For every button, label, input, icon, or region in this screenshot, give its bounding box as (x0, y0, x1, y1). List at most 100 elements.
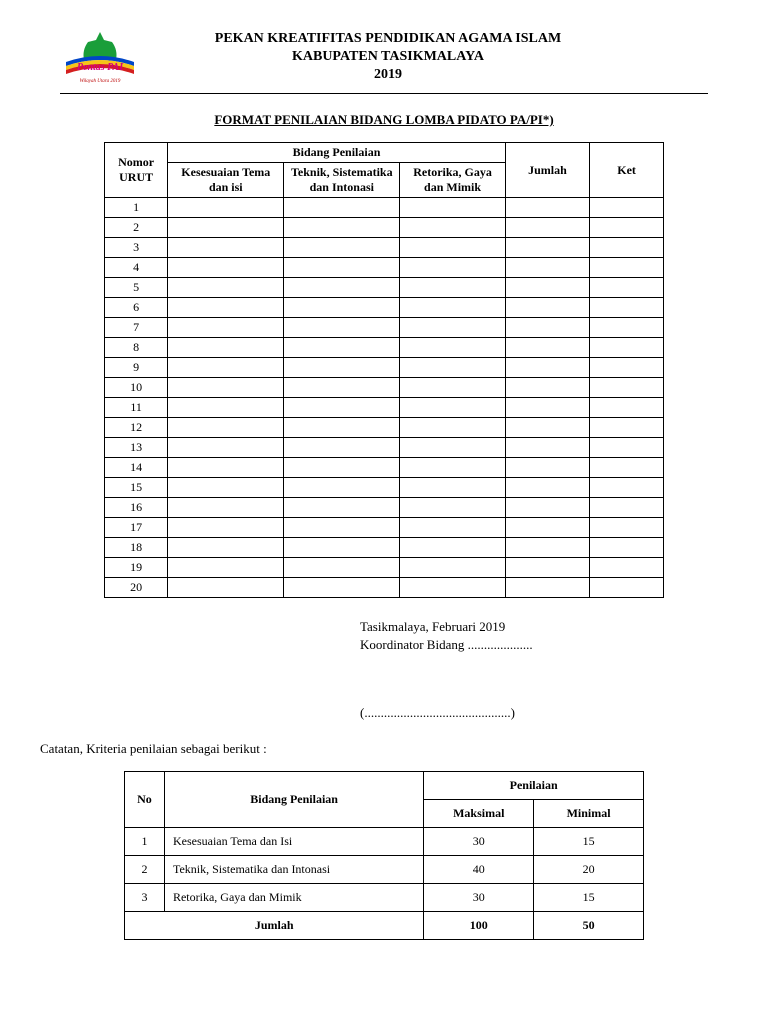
row-number: 6 (105, 298, 168, 318)
row-number: 20 (105, 578, 168, 598)
cell-b (284, 538, 400, 558)
table-row: 4 (105, 258, 664, 278)
cell-ket (590, 418, 664, 438)
row-number: 12 (105, 418, 168, 438)
cell-ket (590, 518, 664, 538)
criteria-no: 1 (125, 827, 165, 855)
cell-a (168, 378, 284, 398)
cell-c (400, 438, 505, 458)
criteria-total-min: 50 (534, 911, 644, 939)
cell-jumlah (505, 478, 589, 498)
cell-ket (590, 258, 664, 278)
cell-c (400, 378, 505, 398)
table-row: 9 (105, 358, 664, 378)
table-row: 20 (105, 578, 664, 598)
row-number: 2 (105, 218, 168, 238)
cell-jumlah (505, 398, 589, 418)
cell-a (168, 318, 284, 338)
cell-ket (590, 318, 664, 338)
cell-b (284, 198, 400, 218)
table-row: 13 (105, 438, 664, 458)
cell-a (168, 478, 284, 498)
cell-c (400, 498, 505, 518)
row-number: 1 (105, 198, 168, 218)
table-row: 6 (105, 298, 664, 318)
table-row: 15 (105, 478, 664, 498)
document-header: Pentas PAI Wilayah Utara 2019 PEKAN KREA… (60, 30, 708, 85)
cell-b (284, 298, 400, 318)
criteria-no: 2 (125, 855, 165, 883)
cell-b (284, 518, 400, 538)
cell-b (284, 418, 400, 438)
criteria-row: 1Kesesuaian Tema dan Isi3015 (125, 827, 644, 855)
row-number: 18 (105, 538, 168, 558)
cell-jumlah (505, 238, 589, 258)
cell-jumlah (505, 318, 589, 338)
cell-c (400, 298, 505, 318)
row-number: 13 (105, 438, 168, 458)
cell-jumlah (505, 218, 589, 238)
cell-jumlah (505, 418, 589, 438)
form-title: FORMAT PENILAIAN BIDANG LOMBA PIDATO PA/… (60, 112, 708, 128)
cell-b (284, 498, 400, 518)
signature-role: Koordinator Bidang .................... (360, 636, 708, 654)
signature-place-date: Tasikmalaya, Februari 2019 (360, 618, 708, 636)
cell-ket (590, 298, 664, 318)
cell-a (168, 218, 284, 238)
cell-c (400, 218, 505, 238)
cell-b (284, 218, 400, 238)
cell-c (400, 338, 505, 358)
table-row: 18 (105, 538, 664, 558)
row-number: 5 (105, 278, 168, 298)
header-line1: PEKAN KREATIFITAS PENDIDIKAN AGAMA ISLAM (148, 30, 628, 48)
cell-a (168, 518, 284, 538)
criteria-row: 3Retorika, Gaya dan Mimik3015 (125, 883, 644, 911)
cell-a (168, 558, 284, 578)
cell-a (168, 578, 284, 598)
cell-ket (590, 218, 664, 238)
cell-a (168, 258, 284, 278)
row-number: 9 (105, 358, 168, 378)
header-line3: 2019 (148, 66, 628, 84)
cell-a (168, 198, 284, 218)
cell-jumlah (505, 558, 589, 578)
cell-ket (590, 198, 664, 218)
cell-a (168, 538, 284, 558)
cell-ket (590, 278, 664, 298)
cell-c (400, 358, 505, 378)
cell-a (168, 338, 284, 358)
col-header-ket: Ket (590, 143, 664, 198)
cell-jumlah (505, 498, 589, 518)
col-header-a: Kesesuaian Tema dan isi (168, 163, 284, 198)
cell-jumlah (505, 378, 589, 398)
cell-b (284, 358, 400, 378)
criteria-total-row: Jumlah10050 (125, 911, 644, 939)
header-title-block: PEKAN KREATIFITAS PENDIDIKAN AGAMA ISLAM… (148, 30, 708, 85)
cell-a (168, 278, 284, 298)
col-header-jumlah: Jumlah (505, 143, 589, 198)
cell-b (284, 458, 400, 478)
criteria-min: 15 (534, 883, 644, 911)
cell-b (284, 338, 400, 358)
criteria-min: 20 (534, 855, 644, 883)
table-row: 19 (105, 558, 664, 578)
criteria-total-label: Jumlah (125, 911, 424, 939)
cell-ket (590, 238, 664, 258)
cell-ket (590, 358, 664, 378)
criteria-table: No Bidang Penilaian Penilaian Maksimal M… (124, 771, 644, 940)
cell-b (284, 378, 400, 398)
cell-c (400, 518, 505, 538)
cell-ket (590, 338, 664, 358)
table-row: 7 (105, 318, 664, 338)
signature-block: Tasikmalaya, Februari 2019 Koordinator B… (360, 618, 708, 723)
cell-a (168, 298, 284, 318)
criteria-bidang: Teknik, Sistematika dan Intonasi (164, 855, 423, 883)
cell-jumlah (505, 198, 589, 218)
cell-b (284, 578, 400, 598)
cell-c (400, 558, 505, 578)
cell-c (400, 478, 505, 498)
cell-ket (590, 478, 664, 498)
cell-b (284, 398, 400, 418)
cell-jumlah (505, 258, 589, 278)
cell-jumlah (505, 518, 589, 538)
